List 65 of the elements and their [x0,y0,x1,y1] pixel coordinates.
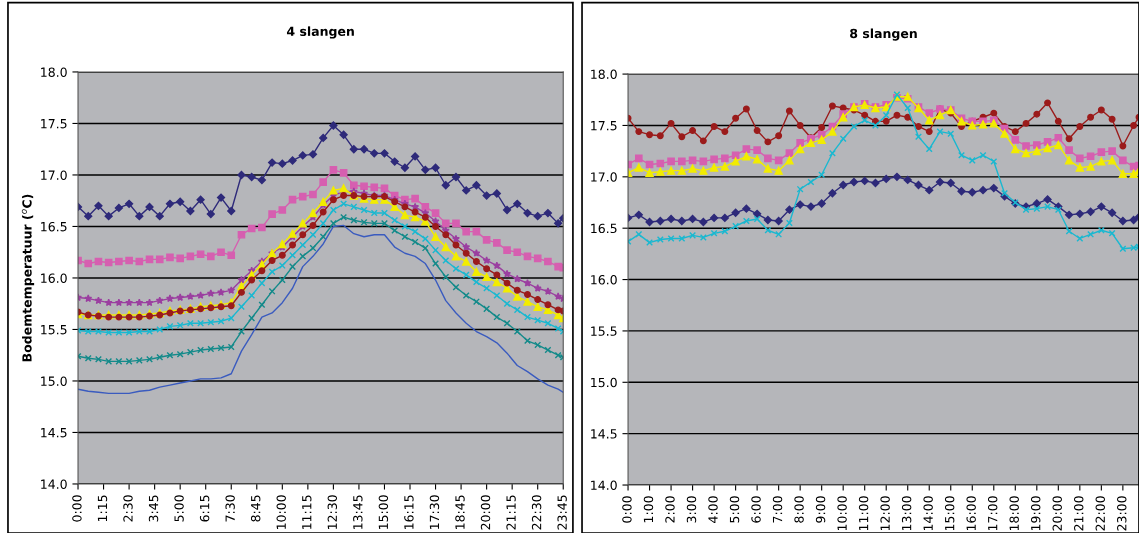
x-tick-label: 23:45 [557,495,567,530]
x-tick-label: 0:00 [622,496,632,523]
x-tick-label: 0:00 [72,495,82,522]
y-tick-label: 14.0 [591,480,617,490]
y-tick-label: 14.5 [591,429,617,439]
x-tick-label: 1:15 [97,495,108,522]
x-tick-label: 3:00 [686,496,697,523]
y-tick-label: 17.0 [41,170,67,180]
x-tick-label: 20:00 [480,495,491,530]
x-tick-label: 23:00 [1117,496,1127,531]
x-tick-label: 6:15 [199,495,210,522]
y-tick-label: 15.5 [41,325,67,335]
x-tick-label: 8:00 [794,496,804,523]
x-tick-label: 20:00 [1052,496,1062,531]
chart-title: 8 slangen [850,28,917,41]
x-tick-label: 2:30 [123,495,133,522]
x-tick-label: 11:15 [302,495,312,530]
y-tick-label: 16.0 [591,275,617,285]
x-tick-label: 8:45 [250,495,261,522]
x-tick-label: 1:00 [643,496,654,523]
x-tick-label: 13:00 [901,496,912,531]
x-tick-label: 12:00 [880,496,890,531]
y-tick-label: 17.0 [591,172,617,182]
x-tick-label: 7:00 [772,496,783,523]
y-tick-label: 15.5 [591,326,617,336]
x-tick-label: 17:30 [429,495,440,530]
x-tick-label: 15:00 [378,495,389,530]
x-tick-label: 14:00 [923,496,933,531]
x-tick-label: 18:45 [455,495,465,530]
x-tick-label: 5:00 [174,495,184,522]
y-tick-label: 16.0 [41,273,67,283]
x-tick-label: 13:45 [353,495,363,530]
x-tick-label: 11:00 [858,496,869,531]
x-tick-label: 22:00 [1095,496,1105,531]
x-tick-label: 16:00 [966,496,976,531]
y-tick-label: 14.5 [41,428,67,438]
x-tick-label: 12:30 [327,495,338,530]
y-tick-label: 15.0 [591,377,617,388]
x-tick-label: 6:00 [751,496,761,523]
x-tick-label: 9:00 [815,496,826,523]
x-tick-label: 3:45 [148,495,159,522]
y-tick-label: 15.0 [41,376,67,386]
x-tick-label: 16:15 [404,495,414,530]
y-tick-label: 17.5 [41,119,67,129]
x-tick-label: 21:15 [506,495,516,530]
y-tick-label: 14.0 [41,479,67,489]
y-tick-label: 16.5 [41,221,67,232]
x-tick-label: 5:00 [729,496,740,523]
y-tick-label: 17.5 [591,121,617,131]
y-tick-label: 16.5 [591,223,617,234]
x-tick-label: 19:00 [1030,496,1041,531]
x-tick-label: 10:00 [276,495,286,530]
chart-title: 4 slangen [286,26,354,39]
x-tick-label: 18:00 [1009,496,1019,531]
x-tick-label: 4:00 [708,496,718,523]
x-tick-label: 15:00 [944,496,955,531]
x-tick-label: 17:00 [987,496,998,531]
x-tick-label: 2:00 [665,496,675,523]
y-axis-title: Bodemtemperatuur ($^{o}$C) [21,194,35,362]
x-tick-label: 10:00 [837,496,847,531]
x-tick-label: 7:30 [225,495,235,522]
x-tick-label: 21:00 [1074,496,1084,531]
x-tick-label: 22:30 [531,495,542,530]
y-tick-label: 18.0 [41,67,67,77]
y-tick-label: 18.0 [591,69,617,80]
